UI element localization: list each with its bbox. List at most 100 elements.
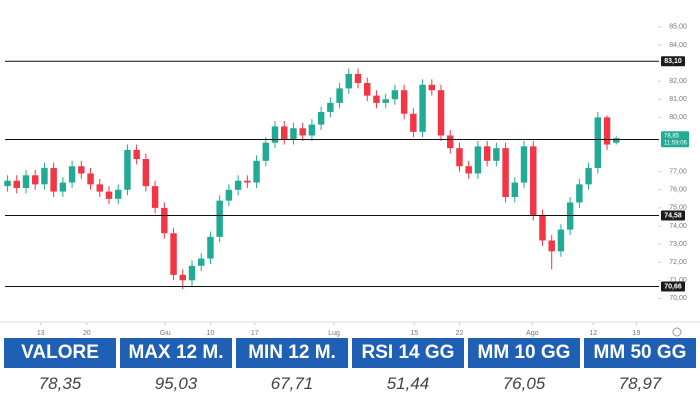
table-header: MIN 12 M.: [236, 338, 348, 368]
candle-body: [317, 111, 325, 125]
candle-body: [151, 186, 159, 208]
y-tick-label: 74,00: [669, 223, 687, 230]
candle-body: [354, 73, 362, 83]
x-tick-label: Giu: [160, 330, 171, 337]
table-value: 67,71: [270, 374, 314, 393]
candle-body: [22, 175, 30, 188]
candle-body: [419, 84, 426, 132]
y-tick-label: 80,00: [669, 114, 687, 121]
candle-body: [603, 117, 611, 145]
candle-body: [188, 265, 196, 281]
candle-body: [207, 236, 214, 259]
candle-body: [373, 95, 380, 103]
candle-body: [244, 180, 251, 183]
candle-body: [428, 84, 436, 91]
candle-body: [548, 240, 555, 252]
candle-body: [4, 180, 11, 187]
candle-body: [336, 88, 343, 103]
last-price-box: [661, 131, 689, 148]
candle-body: [253, 160, 260, 183]
x-tick-label: 19: [633, 330, 641, 337]
candle-body: [105, 191, 113, 199]
x-tick-label: 15: [410, 330, 418, 337]
level-label: 70,66: [664, 283, 682, 290]
candle-body: [179, 274, 187, 281]
candle-body: [170, 233, 177, 275]
candle-body: [400, 90, 408, 114]
candle-body: [299, 128, 306, 136]
candle-body: [465, 166, 472, 174]
level-label-box: [661, 210, 685, 221]
candle-body: [613, 138, 620, 143]
candle-body: [281, 126, 288, 140]
candle-body: [133, 149, 140, 160]
candle-body: [437, 90, 445, 136]
candle-body: [511, 182, 519, 198]
x-tick-label: 17: [251, 330, 259, 337]
candle-body: [96, 184, 103, 192]
last-price-label: 78,85: [664, 133, 680, 139]
candle-body: [68, 166, 76, 183]
table-value: 78,35: [38, 374, 82, 393]
candle-body: [234, 180, 242, 190]
candle-body: [557, 229, 565, 252]
candle-body: [31, 175, 39, 185]
candle-body: [447, 135, 454, 149]
y-tick-label: 84,00: [669, 42, 687, 49]
candle-body: [493, 148, 500, 161]
candle-body: [585, 168, 592, 185]
candle-body: [225, 189, 233, 201]
last-price-time: 11:59:06: [664, 140, 688, 146]
x-tick-label: 13: [37, 330, 45, 337]
candle-body: [87, 173, 94, 185]
candle-body: [474, 146, 482, 174]
candle-body: [59, 182, 67, 192]
candle-body: [13, 180, 20, 188]
y-tick-label: 72,00: [669, 259, 687, 266]
table-header: MM 10 GG: [468, 338, 580, 368]
candle-body: [197, 258, 205, 266]
candle-body: [483, 146, 491, 161]
candle-body: [364, 82, 371, 96]
candle-body: [50, 168, 57, 192]
chart: 85,00 84,00 82,00 81,00 80,00 77,00 76,00 75,00…: [0, 24, 700, 337]
level-label-box: [661, 281, 685, 292]
candle-body: [327, 102, 334, 112]
y-tick-label: 70,00: [669, 295, 687, 302]
candle-body: [391, 90, 399, 100]
stats-table: VALORE MAX 12 M. MIN 12 M. RSI 14 GG MM 10 G…: [0, 338, 700, 400]
level-label-box: [661, 56, 685, 67]
candle-body: [502, 148, 509, 198]
candle-body: [78, 166, 85, 174]
table-value: 78,97: [618, 374, 662, 393]
y-tick-label: 76,00: [669, 187, 687, 194]
candle-body: [566, 202, 574, 230]
y-tick-label: 77,00: [669, 169, 687, 176]
candle-body: [539, 215, 546, 241]
x-tick-label: Lug: [328, 330, 340, 337]
y-tick-label: 85,00: [669, 24, 687, 31]
table-header: RSI 14 GG: [352, 338, 464, 368]
level-label: 83,10: [664, 58, 682, 65]
candle-body: [262, 142, 270, 161]
y-tick-label: 73,00: [669, 241, 687, 248]
candle-body: [142, 159, 150, 187]
candle-body: [594, 117, 602, 169]
candle-body: [576, 184, 583, 203]
settings-icon[interactable]: [672, 327, 682, 337]
candle-body: [456, 148, 463, 167]
table-header: VALORE: [4, 338, 116, 368]
candle-body: [410, 113, 417, 132]
candle-body: [345, 73, 353, 89]
table-value: 76,05: [502, 374, 546, 393]
table-value: 95,03: [154, 374, 198, 393]
candle-body: [308, 124, 316, 136]
candle-body: [290, 128, 297, 140]
y-tick-label: 71,00: [669, 277, 687, 284]
candle-body: [114, 189, 122, 199]
x-tick-label: 12: [589, 330, 597, 337]
candle-body: [382, 99, 389, 103]
x-tick-label: 22: [456, 330, 464, 337]
y-tick-label: 82,00: [669, 78, 687, 85]
